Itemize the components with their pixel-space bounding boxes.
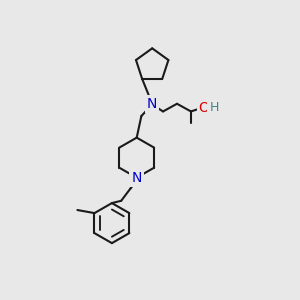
Text: O: O	[199, 100, 210, 115]
Text: H: H	[209, 101, 219, 114]
Text: N: N	[147, 97, 158, 111]
Text: N: N	[131, 171, 142, 185]
